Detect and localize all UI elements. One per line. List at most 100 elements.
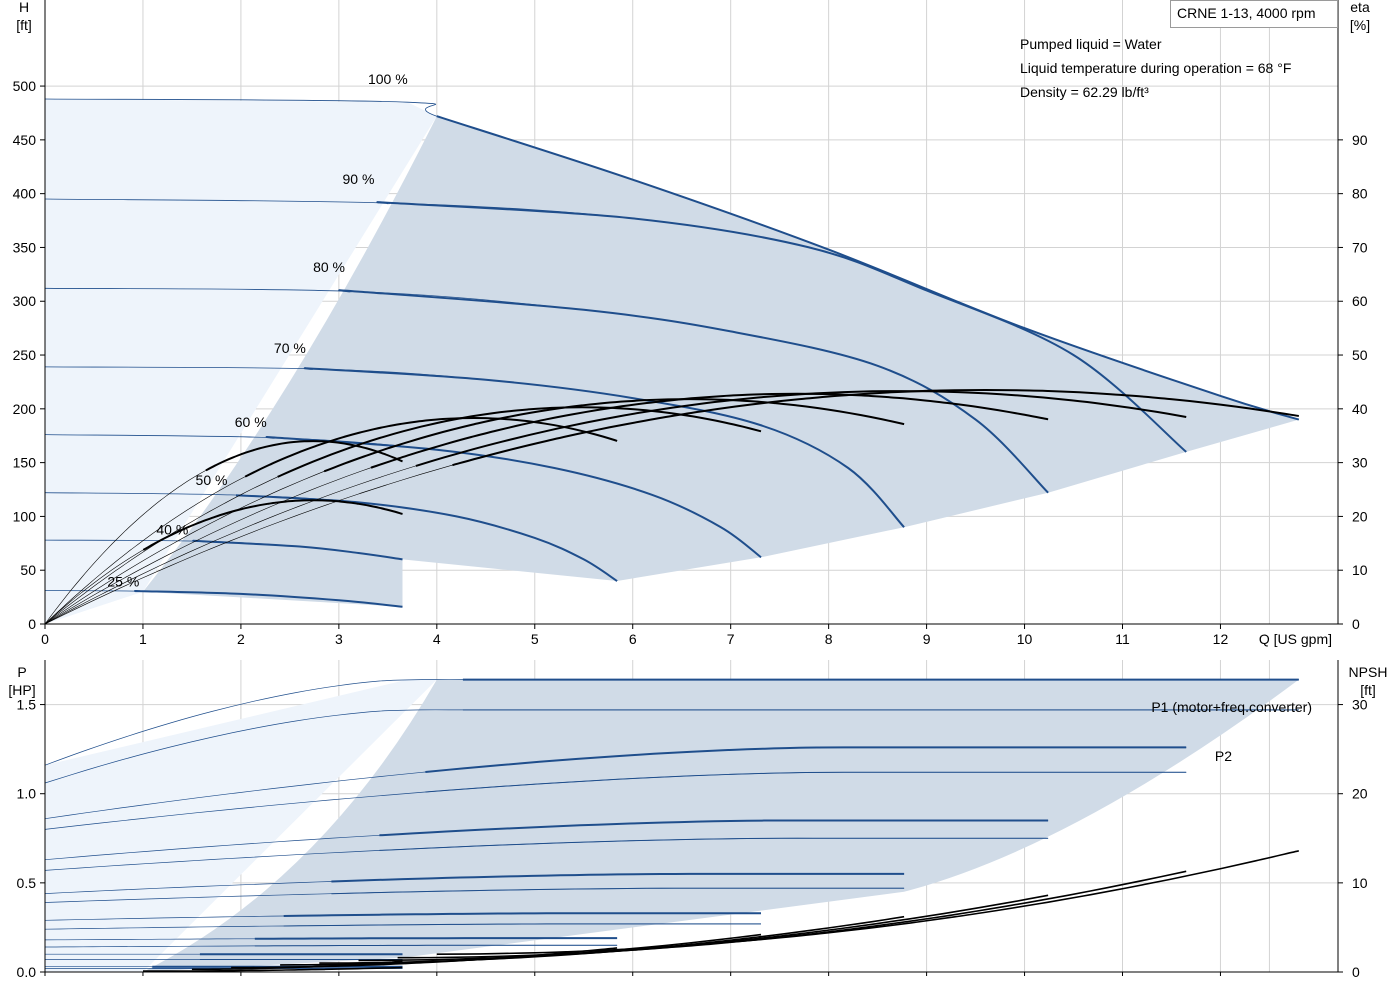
npsh-tick-label: 0 [1352,964,1360,980]
y-tick-label: 50 [20,562,36,578]
x-tick-label: 3 [335,631,343,647]
p-tick-label: 0.5 [17,875,37,891]
p-axis-label-symbol: P [17,664,26,680]
p1-curve-50 [254,937,618,940]
p2-curve-70 [331,887,905,895]
npsh-tick-label: 20 [1352,786,1368,802]
y-tick-label: 400 [13,186,37,202]
head-curve-40 [192,539,403,561]
y2-axis-label-unit: [%] [1350,17,1370,33]
head-curve-90 [376,201,1187,453]
y-tick-label: 350 [13,239,37,255]
y2-axis-label-symbol: eta [1350,0,1370,15]
power-operating-region [142,679,1299,972]
x-tick-label: 2 [237,631,245,647]
y-tick-label: 300 [13,293,37,309]
x-axis-label: Q [US gpm] [1259,631,1332,647]
y-tick-label: 450 [13,132,37,148]
npsh-curve-40 [191,960,403,971]
x-tick-label: 0 [41,631,49,647]
legend-p2: P2 [1215,748,1232,764]
y-tick-label: 500 [13,78,37,94]
y2-tick-label: 20 [1352,508,1368,524]
speed-label-70: 70 % [274,340,306,356]
eta-curve-100 [452,388,1299,467]
p1-curve-90 [425,746,1187,773]
p2-curve-60 [283,923,761,927]
speed-label-60: 60 % [235,414,267,430]
eta-curve-25 [142,499,403,551]
y2-tick-label: 40 [1352,401,1368,417]
head-curve-100 [436,115,1300,421]
x-tick-label: 5 [531,631,539,647]
p-tick-label: 1.5 [17,697,37,713]
y2-tick-label: 0 [1352,616,1360,632]
speed-label-25: 25 % [107,573,139,589]
annotation-liquid: Pumped liquid = Water [1020,36,1162,52]
npsh-curve-25 [143,966,403,972]
x-tick-label: 6 [629,631,637,647]
p1-curve-70 [331,872,905,883]
speed-label-90: 90 % [342,171,374,187]
npsh-axis-label-unit: [ft] [1360,682,1376,698]
npsh-tick-label: 10 [1352,875,1368,891]
low-flow-region [45,98,437,624]
eta-curve-50 [244,417,618,478]
y2-tick-label: 30 [1352,455,1368,471]
eta-curve-80 [370,392,1049,469]
x-tick-label: 4 [433,631,441,647]
legend-p1: P1 (motor+freq.converter) [1151,699,1312,715]
y2-tick-label: 10 [1352,562,1368,578]
y-tick-label: 250 [13,347,37,363]
eta-curve-60 [277,406,762,478]
p1-curve-80 [379,819,1049,837]
p-tick-label: 1.0 [17,786,37,802]
x-tick-label: 10 [1017,631,1033,647]
p-tick-label: 0.0 [17,964,37,980]
x-tick-label: 11 [1115,631,1130,647]
head-curve-80 [338,289,1049,494]
p2-curve-80 [379,837,1049,851]
y2-tick-label: 80 [1352,186,1368,202]
head-efficiency-panel: 100 %90 %80 %70 %60 %50 %40 %25 %0501001… [13,0,1370,647]
speed-label-50: 50 % [196,472,228,488]
y-tick-label: 100 [13,508,37,524]
p1-curve-60 [283,912,761,917]
y-axis-label-symbol: H [19,0,29,15]
title-box: CRNE 1-13, 4000 rpm [1170,0,1338,28]
x-tick-label: 8 [825,631,833,647]
npsh-axis-label-symbol: NPSH [1349,664,1388,680]
npsh-curve-80 [358,894,1049,962]
x-tick-label: 1 [139,631,147,647]
p-axis-label-unit: [HP] [8,682,35,698]
eta-curve-40 [205,440,403,472]
x-tick-label: 7 [727,631,735,647]
x-tick-label: 9 [923,631,931,647]
y2-tick-label: 70 [1352,239,1368,255]
head-curve-60 [265,435,762,559]
x-tick-label: 12 [1213,631,1229,647]
power-npsh-panel: P1 (motor+freq.converter) P2 0.0 0.5 1.0 1.5 0… [8,660,1387,980]
operating-region [142,116,1299,607]
head-curve-25 [133,589,403,608]
chart-title: CRNE 1-13, 4000 rpm [1177,5,1316,21]
y-tick-label: 150 [13,455,37,471]
y2-tick-label: 50 [1352,347,1368,363]
p2-curve-50 [254,944,618,947]
npsh-tick-label: 30 [1352,697,1368,713]
y-tick-label: 200 [13,401,37,417]
eta-curve-70 [323,398,905,473]
y-axis-label-unit: [ft] [16,17,32,33]
annotation-temperature: Liquid temperature during operation = 68… [1020,60,1292,76]
speed-label-100: 100 % [368,71,408,87]
annotation-density: Density = 62.29 lb/ft³ [1020,84,1149,100]
p2-curve-90 [425,771,1187,793]
y2-tick-label: 90 [1352,132,1368,148]
y-tick-label: 0 [28,616,36,632]
speed-label-80: 80 % [313,259,345,275]
head-curve-70 [303,367,905,528]
y2-tick-label: 60 [1352,293,1368,309]
speed-label-40: 40 % [156,522,188,538]
